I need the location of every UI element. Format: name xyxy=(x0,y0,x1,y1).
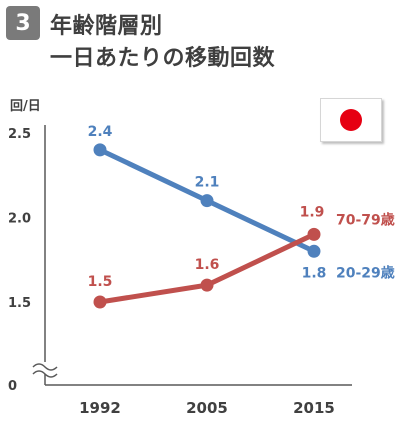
x-tick-label: 1992 xyxy=(79,399,121,417)
data-label-70-79: 1.6 xyxy=(195,257,220,273)
y-tick-label: 0 xyxy=(8,379,17,394)
axis-break-mark xyxy=(32,362,58,378)
data-label-20-29: 2.4 xyxy=(88,124,113,140)
data-label-20-29: 2.1 xyxy=(195,175,220,191)
data-label-20-29: 1.8 xyxy=(302,265,327,281)
chart-title-line1: 年齢階層別 xyxy=(50,14,163,39)
axis-break-line xyxy=(32,370,58,378)
y-axis-label: 回/日 xyxy=(10,99,41,114)
y-tick-label: 1.5 xyxy=(8,296,31,311)
data-point-70-79 xyxy=(307,227,321,241)
data-label-70-79: 1.5 xyxy=(88,274,113,290)
data-point-20-29 xyxy=(200,194,214,208)
x-tick-label: 2015 xyxy=(293,399,335,417)
data-label-70-79: 1.9 xyxy=(300,204,325,220)
series-name-label-70-79: 70-79歳 xyxy=(336,211,395,228)
chart-header: 3 年齢階層別 一日あたりの移動回数 xyxy=(6,6,396,76)
series-name-label-20-29: 20-29歳 xyxy=(336,264,395,281)
data-point-70-79 xyxy=(93,295,107,309)
data-point-20-29 xyxy=(93,143,107,157)
chart-title-line2: 一日あたりの移動回数 xyxy=(50,46,276,71)
japan-flag-icon xyxy=(320,98,382,142)
section-number-badge: 3 xyxy=(6,6,40,40)
y-tick-label: 2.0 xyxy=(8,212,31,227)
axis-break-line xyxy=(32,363,58,371)
x-tick-label: 2005 xyxy=(186,399,228,417)
data-point-20-29 xyxy=(307,244,321,258)
data-point-70-79 xyxy=(200,278,214,292)
y-tick-label: 2.5 xyxy=(8,127,31,142)
flag-sun-disc xyxy=(340,109,362,131)
